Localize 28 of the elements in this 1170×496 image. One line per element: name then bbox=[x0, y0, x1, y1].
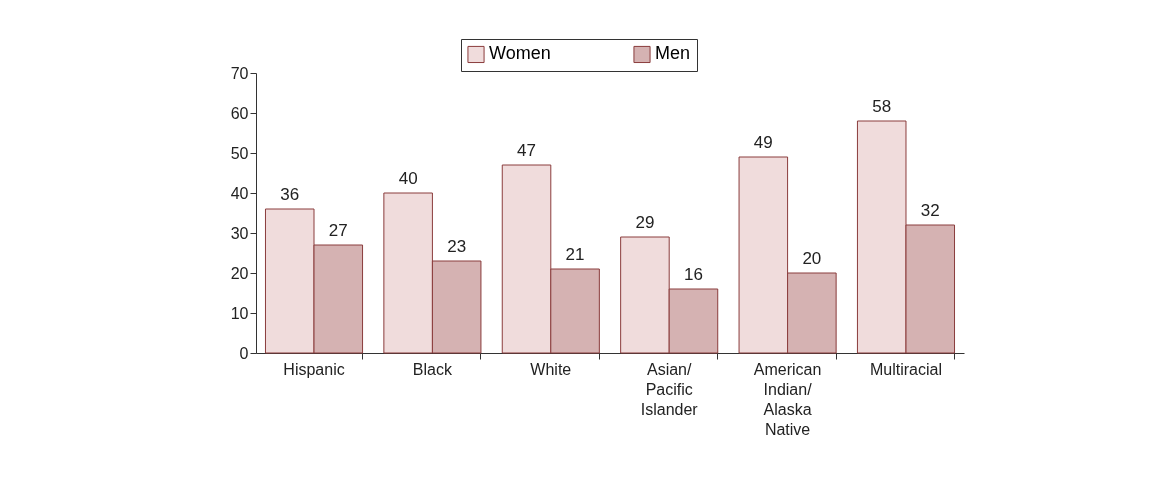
data-label: 47 bbox=[517, 141, 536, 160]
y-tick-label: 30 bbox=[230, 224, 249, 242]
y-tick-label: 10 bbox=[230, 304, 249, 322]
y-tick-label: 0 bbox=[239, 344, 249, 362]
y-tick-label: 40 bbox=[230, 184, 249, 202]
y-tick-label: 20 bbox=[230, 264, 249, 282]
data-label: 36 bbox=[280, 185, 300, 204]
x-tick-label: Asian/ Pacific Islander bbox=[640, 360, 699, 418]
y-tick-label: 60 bbox=[230, 104, 249, 122]
data-label: 58 bbox=[872, 97, 892, 116]
legend-label: Women bbox=[489, 43, 551, 64]
data-label: 20 bbox=[802, 249, 822, 268]
x-tick-label: American Indian/ Alaska Native bbox=[753, 360, 822, 438]
data-label: 23 bbox=[447, 237, 467, 256]
data-label: 32 bbox=[920, 201, 940, 220]
x-tick-label: Black bbox=[412, 360, 453, 378]
data-label: 21 bbox=[565, 245, 585, 264]
y-tick-label: 70 bbox=[230, 64, 249, 82]
x-tick-label: White bbox=[530, 360, 572, 378]
data-label: 29 bbox=[635, 213, 655, 232]
data-label: 49 bbox=[753, 133, 773, 152]
data-label: 27 bbox=[328, 221, 348, 240]
legend-label: Men bbox=[655, 43, 691, 64]
x-tick-label: Multiracial bbox=[869, 360, 942, 378]
data-label: 16 bbox=[684, 265, 703, 284]
y-tick-label: 50 bbox=[230, 144, 249, 162]
data-label: 40 bbox=[398, 169, 418, 188]
x-tick-label: Hispanic bbox=[283, 360, 345, 378]
